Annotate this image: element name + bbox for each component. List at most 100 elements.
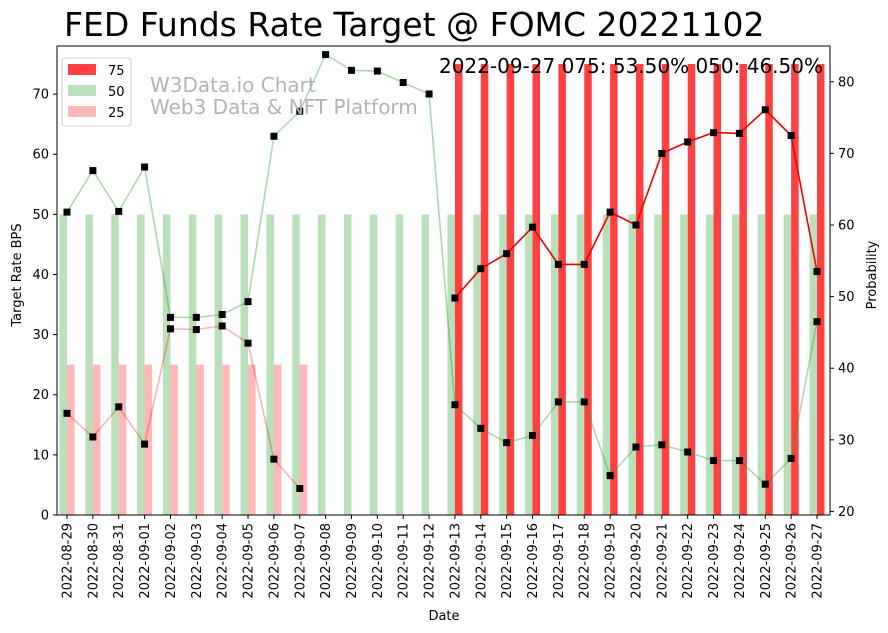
bar-50-2022-08-29 — [59, 214, 67, 515]
x-tick-label: 2022-09-08 — [319, 523, 334, 599]
bar-75-2022-09-15 — [506, 64, 515, 516]
bar-25-2022-09-03 — [196, 364, 204, 515]
x-tick-label: 2022-09-27 — [811, 523, 826, 599]
x-tick-label: 2022-09-25 — [759, 523, 774, 599]
point-50-2022-09-01 — [141, 163, 149, 171]
legend-swatch-25 — [68, 106, 96, 117]
bar-25-2022-09-04 — [222, 364, 230, 515]
y-right-tick-label: 30 — [838, 433, 855, 448]
bar-75-2022-09-16 — [532, 64, 541, 516]
bar-75-2022-09-25 — [765, 64, 773, 516]
point-50-2022-09-09 — [347, 66, 355, 74]
point-50-2022-09-22 — [684, 448, 692, 456]
point-50-2022-09-24 — [735, 457, 743, 465]
point-75-2022-09-24 — [735, 129, 743, 137]
point-50-2022-09-08 — [322, 51, 330, 59]
bar-25-2022-09-07 — [299, 364, 308, 515]
bar-50-2022-09-13 — [447, 214, 455, 515]
point-75-2022-09-16 — [529, 223, 537, 231]
x-tick-label: 2022-09-05 — [242, 523, 257, 599]
x-tick-label: 2022-09-15 — [500, 523, 515, 599]
y-right-tick-label: 70 — [838, 147, 855, 162]
y-right-tick-label: 50 — [838, 290, 855, 305]
y-left-tick-label: 20 — [32, 388, 49, 403]
point-50-2022-09-20 — [632, 443, 640, 451]
point-50-2022-09-16 — [529, 432, 537, 440]
bar-75-2022-09-17 — [558, 64, 566, 516]
plot-frame — [56, 45, 831, 516]
x-tick-label: 2022-09-04 — [216, 523, 231, 599]
x-tick-label: 2022-09-26 — [785, 523, 800, 599]
point-75-2022-09-27 — [813, 268, 821, 276]
bar-50-2022-09-08 — [318, 214, 326, 515]
point-50-2022-09-13 — [451, 401, 459, 409]
point-25-2022-09-05 — [244, 339, 252, 347]
point-75-2022-09-18 — [580, 260, 588, 268]
bar-50-2022-09-17 — [550, 214, 559, 515]
line-50 — [66, 53, 818, 486]
point-75-2022-09-13 — [451, 294, 459, 302]
y-left-tick-label: 40 — [32, 268, 49, 283]
x-tick-label: 2022-09-18 — [578, 523, 593, 599]
point-25-2022-09-06 — [270, 455, 278, 463]
watermark-line-2: Web3 Data & NFT Platform — [150, 95, 418, 119]
bar-25-2022-08-30 — [92, 364, 101, 515]
y-left-tick-label: 30 — [32, 328, 49, 343]
x-tick-label: 2022-08-30 — [86, 523, 101, 599]
bar-50-2022-09-19 — [602, 214, 611, 515]
bar-50-2022-09-22 — [680, 214, 688, 515]
point-25-2022-08-30 — [89, 433, 97, 441]
bar-25-2022-09-01 — [144, 364, 153, 515]
x-tick-label: 2022-08-31 — [112, 523, 127, 599]
point-75-2022-09-26 — [787, 132, 795, 140]
point-25-2022-08-31 — [115, 403, 123, 411]
legend-swatch-50 — [68, 85, 96, 96]
point-75-2022-09-25 — [761, 106, 769, 114]
point-50-2022-09-27 — [813, 318, 821, 326]
legend: 75 50 25 — [61, 57, 132, 127]
point-50-2022-09-21 — [658, 441, 666, 449]
legend-label-25: 25 — [108, 106, 125, 121]
x-tick-label: 2022-09-17 — [552, 523, 567, 599]
point-25-2022-08-29 — [63, 409, 71, 417]
point-50-2022-09-26 — [787, 454, 795, 462]
point-50-2022-09-02 — [166, 313, 174, 321]
x-tick-label: 2022-09-07 — [293, 523, 308, 599]
x-tick-label: 2022-09-02 — [164, 523, 179, 599]
bar-50-2022-09-11 — [395, 214, 404, 515]
bar-50-2022-09-24 — [731, 214, 740, 515]
x-tick-label: 2022-09-21 — [655, 523, 670, 599]
bar-50-2022-09-03 — [188, 214, 197, 515]
point-25-2022-09-03 — [192, 326, 200, 334]
bar-50-2022-09-16 — [525, 214, 533, 515]
x-tick-label: 2022-09-11 — [397, 523, 412, 599]
bar-25-2022-08-31 — [118, 364, 127, 515]
point-50-2022-08-29 — [63, 208, 71, 216]
y-left-tick-label: 50 — [32, 208, 49, 223]
bar-75-2022-09-21 — [661, 64, 670, 516]
bar-50-2022-09-21 — [654, 214, 662, 515]
point-75-2022-09-21 — [658, 149, 666, 157]
bar-50-2022-09-23 — [706, 214, 714, 515]
x-tick-label: 2022-09-16 — [526, 523, 541, 599]
point-50-2022-08-31 — [115, 207, 123, 215]
y-axis-label-left: Target Rate BPS — [10, 223, 25, 327]
line-25 — [66, 325, 301, 490]
bar-75-2022-09-23 — [713, 64, 722, 516]
bar-50-2022-09-15 — [499, 214, 507, 515]
bar-50-2022-09-18 — [576, 214, 585, 515]
bar-50-2022-09-26 — [783, 214, 792, 515]
bar-50-2022-09-06 — [266, 214, 274, 515]
bar-50-2022-09-07 — [292, 214, 300, 515]
y-left-tick-label: 70 — [32, 88, 49, 103]
y-right-tick-label: 60 — [838, 219, 855, 234]
x-tick-label: 2022-09-19 — [604, 523, 619, 599]
bar-25-2022-09-06 — [273, 364, 282, 515]
point-25-2022-09-07 — [296, 485, 304, 493]
bar-50-2022-09-04 — [214, 214, 223, 515]
point-50-2022-09-17 — [554, 398, 562, 406]
x-tick-label: 2022-09-03 — [190, 523, 205, 599]
bar-75-2022-09-13 — [454, 64, 463, 516]
legend-swatch-75 — [68, 64, 96, 75]
bar-75-2022-09-24 — [739, 64, 747, 516]
